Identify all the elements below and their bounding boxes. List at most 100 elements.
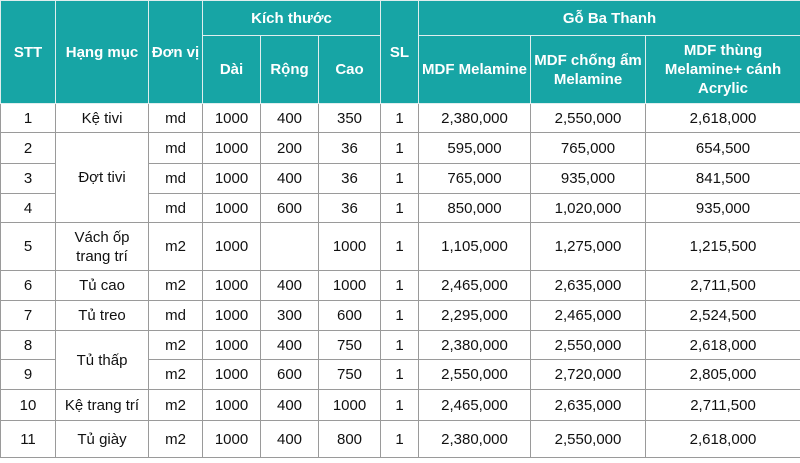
cell-dim: 400	[260, 330, 319, 360]
cell-dim: 36	[317, 132, 382, 164]
cell-price: 2,380,000	[418, 330, 532, 360]
cell-unit: md	[148, 103, 203, 133]
cell-stt: 7	[0, 300, 56, 331]
table-row: 5 Vách ốp trang trí m2 1000 1000 1 1,105,000 1,…	[0, 222, 800, 271]
cell-dim: 400	[260, 270, 319, 301]
cell-dim: 1000	[317, 222, 382, 271]
cell-price: 2,635,000	[530, 389, 647, 421]
cell-dim: 1000	[202, 420, 261, 458]
cell-price: 2,720,000	[530, 359, 647, 390]
header-material: MDF Melamine	[418, 35, 532, 104]
cell-qty: 1	[380, 103, 420, 133]
cell-dim: 350	[317, 103, 382, 133]
cell-price: 2,295,000	[418, 300, 532, 331]
cell-price: 935,000	[645, 193, 800, 223]
cell-dim: 600	[260, 193, 319, 223]
cell-price: 2,618,000	[645, 420, 800, 458]
cell-dim: 1000	[317, 270, 382, 301]
cell-price: 841,500	[645, 163, 800, 194]
cell-item: Tủ thấp	[55, 330, 149, 390]
cell-dim: 1000	[202, 330, 261, 360]
table-row: 2 Đợt tivi md 1000 200 36 1 595,000 765,000 654,5…	[0, 132, 800, 223]
cell-price: 2,635,000	[530, 270, 647, 301]
cell-dim: 36	[317, 193, 382, 223]
cell-dim: 1000	[202, 270, 261, 301]
cell-dim: 1000	[202, 359, 261, 390]
cell-qty: 1	[380, 359, 420, 390]
cell-stt: 9	[0, 359, 56, 390]
cell-dim: 600	[260, 359, 319, 390]
cell-qty: 1	[380, 330, 420, 360]
cell-dim: 400	[260, 420, 319, 458]
header-unit: Đơn vị	[148, 0, 203, 104]
cell-qty: 1	[380, 222, 420, 271]
cell-item: Vách ốp trang trí	[55, 222, 149, 271]
cell-price: 2,380,000	[418, 420, 532, 458]
cell-dim: 1000	[202, 163, 261, 194]
cell-price: 1,275,000	[530, 222, 647, 271]
cell-dim: 1000	[202, 389, 261, 421]
cell-dim: 1000	[202, 222, 261, 271]
cell-price: 935,000	[530, 163, 647, 194]
cell-price: 2,711,500	[645, 270, 800, 301]
cell-dim: 800	[317, 420, 382, 458]
cell-qty: 1	[380, 389, 420, 421]
cell-price: 2,550,000	[530, 103, 647, 133]
cell-unit: m2	[148, 330, 203, 360]
cell-qty: 1	[380, 193, 420, 223]
cell-price: 1,215,500	[645, 222, 800, 271]
cell-dim: 750	[317, 359, 382, 390]
cell-price: 2,465,000	[530, 300, 647, 331]
cell-item: Kệ tivi	[55, 103, 149, 133]
cell-qty: 1	[380, 270, 420, 301]
cell-price: 850,000	[418, 193, 532, 223]
cell-unit: md	[148, 300, 203, 331]
table-row: 3 md 1000 400 36 1 765,000 935,000 841,500	[0, 163, 800, 194]
cell-dim: 1000	[202, 103, 261, 133]
header-item: Hạng mục	[55, 0, 149, 104]
cell-price: 765,000	[418, 163, 532, 194]
cell-unit: m2	[148, 420, 203, 458]
cell-stt: 6	[0, 270, 56, 301]
header-dim: Rộng	[260, 35, 319, 104]
table-row: 6 Tủ cao m2 1000 400 1000 1 2,465,000 2,635,000 2…	[0, 270, 800, 301]
cell-unit: md	[148, 193, 203, 223]
cell-price: 2,618,000	[645, 330, 800, 360]
cell-price: 2,618,000	[645, 103, 800, 133]
cell-qty: 1	[380, 163, 420, 194]
cell-item: Tủ cao	[55, 270, 149, 301]
cell-unit: md	[148, 163, 203, 194]
cell-dim: 600	[317, 300, 382, 331]
header-dim: Cao	[317, 35, 382, 104]
table-row: 9 m2 1000 600 750 1 2,550,000 2,720,000 2,805,00…	[0, 359, 800, 390]
cell-dim: 1000	[317, 389, 382, 421]
cell-price: 654,500	[645, 132, 800, 164]
header-brand: Gỗ Ba Thanh	[418, 0, 800, 36]
cell-dim: 1000	[202, 300, 261, 331]
cell-price: 2,711,500	[645, 389, 800, 421]
cell-stt: 3	[0, 163, 56, 194]
table-row: 10 Kệ trang trí m2 1000 400 1000 1 2,465,000 2,6…	[0, 389, 800, 421]
cell-dim: 1000	[202, 132, 261, 164]
header-material: MDF chống ẩm Melamine	[530, 35, 647, 104]
cell-unit: m2	[148, 389, 203, 421]
cell-stt: 5	[0, 222, 56, 271]
header-size: Kích thước	[201, 0, 382, 36]
cell-price: 2,380,000	[418, 103, 532, 133]
cell-price: 2,805,000	[645, 359, 800, 390]
table-row: 11 Tủ giày m2 1000 400 800 1 2,380,000 2,550,000…	[0, 420, 800, 458]
header-qty: SL	[380, 0, 420, 104]
cell-unit: m2	[148, 359, 203, 390]
header-stt: STT	[0, 0, 56, 104]
cell-stt: 10	[0, 389, 56, 421]
cell-item: Tủ giày	[55, 420, 149, 458]
cell-dim: 750	[317, 330, 382, 360]
table-row: 1 Kệ tivi md 1000 400 350 1 2,380,000 2,550,000 2…	[0, 103, 800, 133]
cell-price: 2,550,000	[530, 330, 647, 360]
cell-qty: 1	[380, 420, 420, 458]
cell-stt: 2	[0, 132, 56, 164]
cell-stt: 1	[0, 103, 56, 133]
cell-stt: 4	[0, 193, 56, 223]
cell-item: Kệ trang trí	[55, 389, 149, 421]
cell-price: 595,000	[418, 132, 532, 164]
